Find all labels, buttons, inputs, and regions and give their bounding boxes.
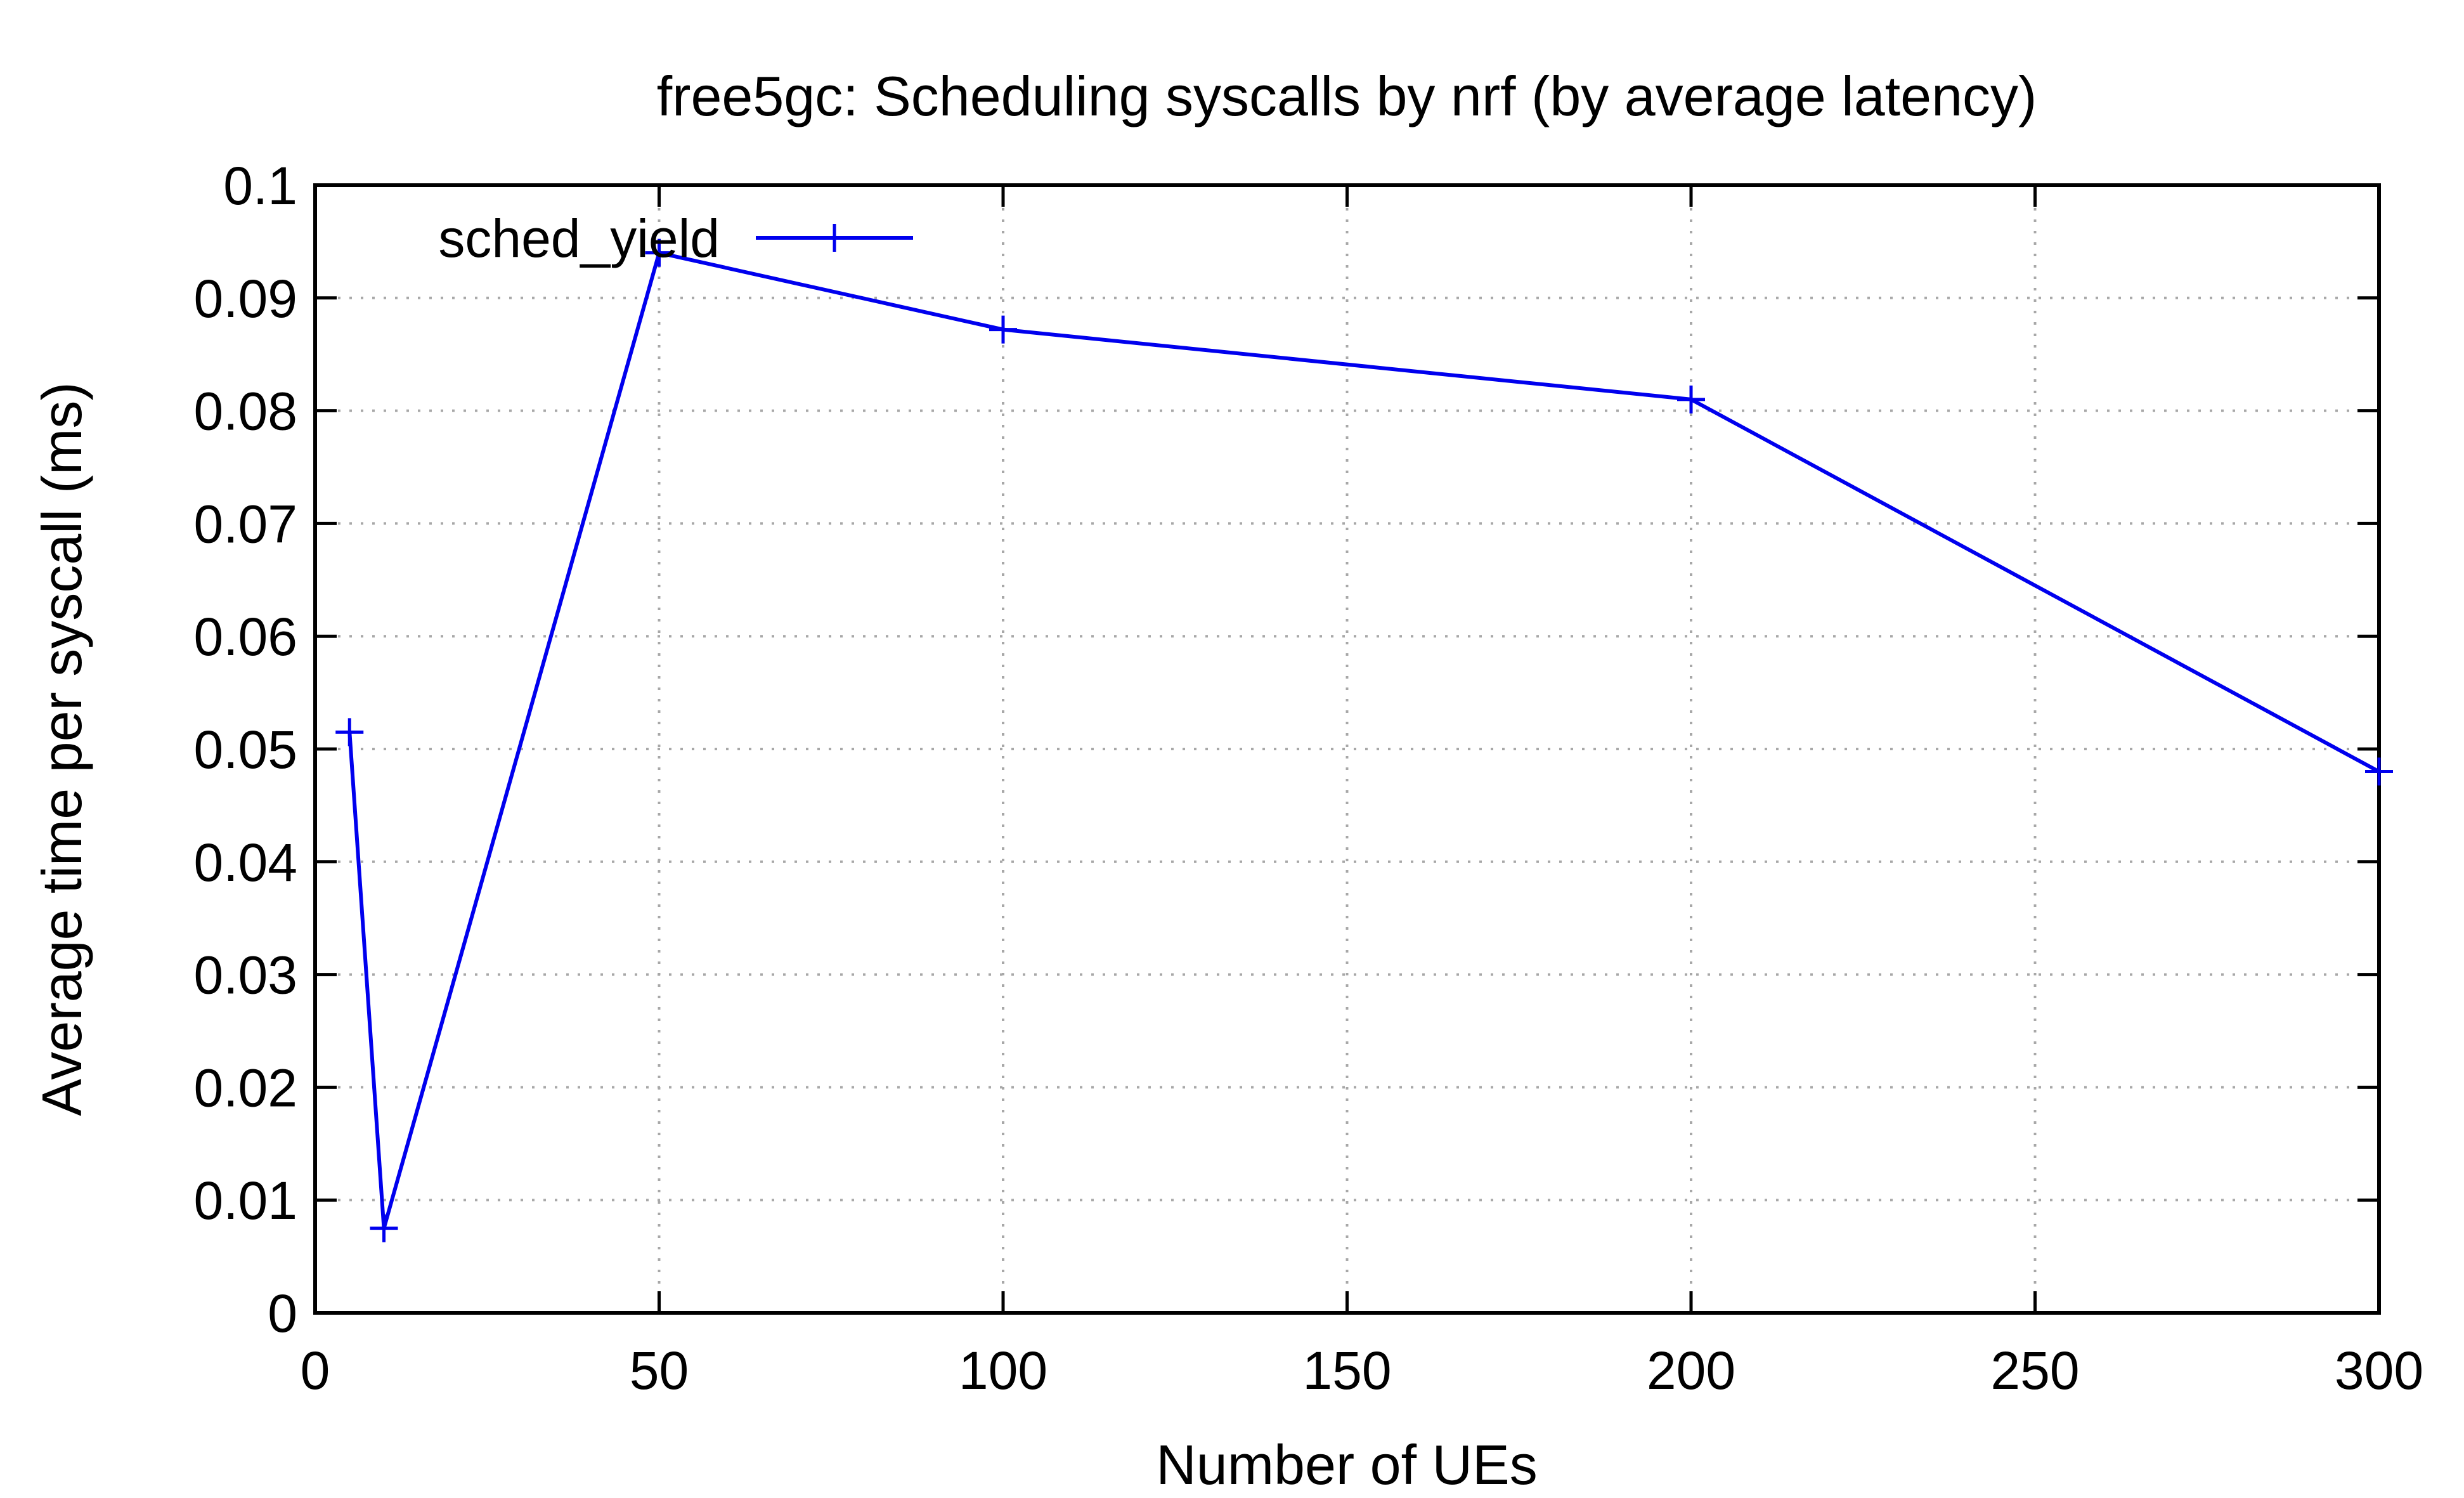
y-tick-label: 0.04	[194, 833, 298, 892]
x-tick-label: 50	[630, 1341, 689, 1400]
y-tick-label: 0	[268, 1284, 297, 1343]
x-tick-label: 0	[301, 1341, 330, 1400]
y-tick-label: 0.1	[223, 156, 297, 216]
y-tick-label: 0.06	[194, 607, 298, 667]
x-tick-label: 150	[1302, 1341, 1391, 1400]
x-tick-label: 200	[1647, 1341, 1735, 1400]
data-point	[989, 315, 1017, 344]
series-layer	[335, 238, 2393, 1242]
data-point	[370, 1214, 398, 1242]
y-tick-labels: 0 0.01 0.02 0.03 0.04 0.05 0.06 0.07 0.08 0.09 0.1	[194, 156, 298, 1343]
y-tick-label: 0.08	[194, 382, 298, 441]
y-axis-label: Average time per syscall (ms)	[30, 382, 93, 1116]
x-tick-labels: 0 50 100 150 200 250 300	[301, 1341, 2423, 1400]
data-point	[645, 238, 673, 267]
data-point	[1677, 385, 1705, 414]
plot-frame	[313, 183, 2381, 1315]
series-line-sched-yield	[347, 251, 2380, 1229]
legend-marker-sched-yield	[820, 224, 848, 252]
x-tick-label: 250	[1990, 1341, 2079, 1400]
x-tick-label: 100	[959, 1341, 1047, 1400]
y-tick-label: 0.03	[194, 946, 298, 1005]
y-tick-label: 0.07	[194, 494, 298, 554]
data-point	[335, 718, 364, 746]
legend: sched_yield	[438, 209, 913, 268]
chart-title: free5gc: Scheduling syscalls by nrf (by …	[657, 65, 2037, 127]
y-tick-label: 0.02	[194, 1058, 298, 1117]
data-point	[2365, 757, 2393, 786]
y-tick-label: 0.01	[194, 1171, 298, 1230]
grid-lines	[315, 185, 2379, 1313]
legend-label-sched-yield: sched_yield	[438, 209, 720, 268]
x-axis-label: Number of UEs	[1156, 1433, 1538, 1496]
y-tick-label: 0.05	[194, 720, 298, 779]
x-tick-label: 300	[2335, 1341, 2423, 1400]
y-tick-label: 0.09	[194, 269, 298, 329]
